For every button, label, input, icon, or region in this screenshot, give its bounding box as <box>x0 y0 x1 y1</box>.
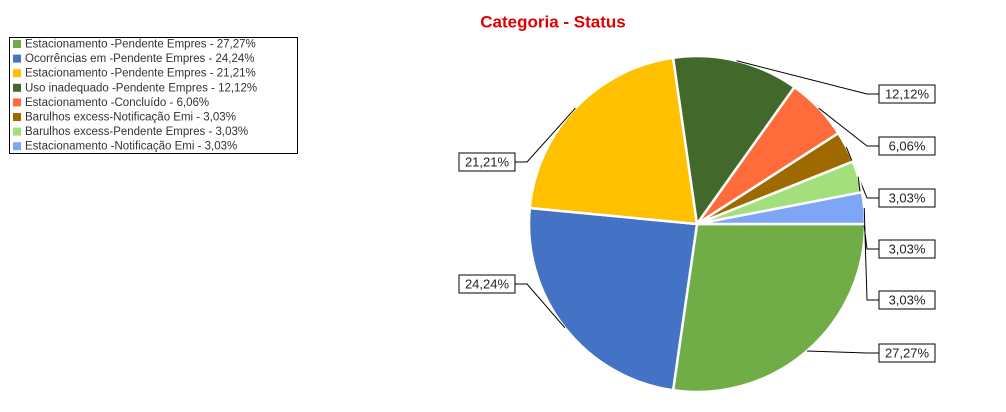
legend-swatch <box>13 127 21 136</box>
legend-label: Barulhos excess-Pendente Empres - 3,03% <box>25 126 248 138</box>
data-label-box <box>878 84 936 104</box>
legend-label: Estacionamento -Pendente Empres - 27,27% <box>25 39 256 51</box>
legend-swatch <box>13 113 21 121</box>
leader-line <box>818 107 879 147</box>
data-label: 24,24% <box>465 276 510 291</box>
data-label: 3,03% <box>889 241 926 256</box>
pie-slice <box>671 222 867 394</box>
legend-swatch <box>13 54 21 63</box>
legend-label: Estacionamento -Pendente Empres - 21,21% <box>25 68 256 80</box>
data-label-box <box>878 290 936 310</box>
data-label-box <box>878 188 936 208</box>
data-label-box <box>878 343 936 363</box>
data-label-box <box>458 274 516 294</box>
legend-swatch <box>13 69 21 78</box>
leader-line <box>863 208 879 301</box>
data-label: 12,12% <box>885 86 930 101</box>
data-label-box <box>878 239 936 259</box>
data-label: 6,06% <box>889 138 926 153</box>
leader-line <box>515 107 576 163</box>
legend-swatch <box>13 40 21 48</box>
legend-box <box>9 37 298 154</box>
legend-label: Estacionamento -Concluído - 6,06% <box>25 97 209 109</box>
data-label-box <box>458 152 516 172</box>
leader-line <box>736 60 879 95</box>
legend-swatch <box>13 83 21 92</box>
data-label: 21,21% <box>465 154 510 169</box>
data-label-box <box>878 136 936 156</box>
data-label: 3,03% <box>889 190 926 205</box>
legend-swatch <box>13 98 21 107</box>
pie-slice <box>527 206 699 392</box>
chart-title: Categoria - Status <box>480 12 625 31</box>
legend-label: Barulhos excess-Notificação Emi - 3,03% <box>25 112 236 124</box>
data-label: 3,03% <box>889 292 926 307</box>
leader-line <box>515 283 566 329</box>
legend-swatch <box>13 142 21 151</box>
legend-label: Ocorrências em -Pendente Empres - 24,24% <box>25 53 254 65</box>
data-label: 27,27% <box>885 345 930 360</box>
leader-line <box>806 350 879 354</box>
legend-label: Uso inadequado -Pendente Empres - 12,12% <box>25 82 257 94</box>
pie-slice <box>528 56 699 226</box>
legend-label: Estacionamento -Notificação Emi - 3,03% <box>25 141 237 153</box>
